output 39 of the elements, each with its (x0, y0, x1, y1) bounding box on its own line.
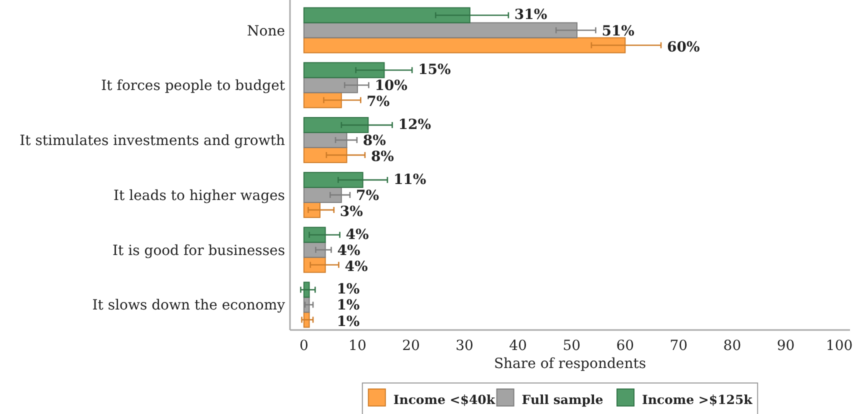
data-label: 8% (362, 133, 386, 150)
x-tick-label: 50 (562, 338, 581, 354)
x-tick-label: 0 (299, 338, 308, 354)
data-label: 7% (356, 188, 380, 204)
data-label: 11% (393, 172, 426, 188)
y-tick-label: It leads to higher wages (114, 188, 285, 204)
data-label: 7% (366, 94, 390, 110)
legend-label: Income >$125k (642, 392, 753, 407)
data-label: 4% (337, 242, 360, 259)
x-tick-label: 60 (616, 338, 634, 354)
data-label: 51% (602, 23, 634, 40)
data-label: 8% (370, 149, 394, 166)
data-label: 1% (336, 298, 360, 314)
data-label: 4% (344, 258, 368, 275)
x-tick-label: 80 (723, 338, 742, 354)
data-label: 1% (336, 314, 360, 330)
data-label: 60% (667, 39, 700, 56)
data-label: 10% (374, 78, 408, 94)
y-tick-label: It is good for businesses (112, 242, 285, 259)
x-tick-label: 40 (509, 338, 527, 354)
y-tick-label: It slows down the economy (92, 298, 286, 314)
data-label: 12% (398, 117, 432, 134)
x-tick-label: 90 (776, 338, 795, 354)
x-tick-label: 70 (670, 338, 688, 354)
y-tick-label: None (247, 23, 285, 40)
data-label: 31% (514, 7, 548, 24)
data-label: 4% (346, 226, 369, 243)
x-tick-label: 20 (402, 338, 420, 354)
y-tick-label: It stimulates investments and growth (20, 133, 285, 150)
x-tick-label: 30 (456, 338, 474, 354)
x-tick-label: 100 (826, 338, 853, 354)
legend-label: Full sample (522, 392, 604, 407)
data-label: 15% (418, 62, 451, 78)
x-axis-title: Share of respondents (494, 356, 646, 372)
y-tick-label: It forces people to budget (101, 78, 286, 94)
x-tick-label: 10 (348, 338, 366, 354)
data-label: 1% (336, 282, 360, 298)
legend-label: Income <$40k (393, 392, 496, 407)
data-label: 3% (340, 204, 363, 220)
